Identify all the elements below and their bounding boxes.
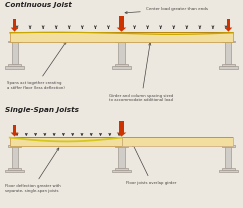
Text: Girder and column spacing sized
to accommodate additional load: Girder and column spacing sized to accom… (109, 43, 174, 102)
Bar (227, 19, 230, 27)
Bar (13, 125, 16, 132)
Bar (222, 168, 235, 170)
Polygon shape (11, 27, 18, 32)
Bar (10, 137, 122, 146)
Bar (115, 64, 128, 66)
Polygon shape (11, 132, 18, 136)
Bar (115, 168, 128, 170)
Bar (226, 42, 231, 64)
Polygon shape (117, 132, 126, 136)
Bar (5, 170, 24, 172)
Bar (12, 146, 18, 168)
Bar (222, 41, 235, 42)
Bar (219, 170, 238, 172)
Bar (13, 19, 16, 27)
Polygon shape (225, 27, 232, 32)
Bar (8, 145, 21, 147)
Bar (8, 64, 21, 66)
Bar (8, 168, 21, 170)
Bar (122, 137, 233, 146)
Bar (119, 42, 124, 64)
Polygon shape (117, 27, 126, 32)
Text: Spans act together creating
a stiffer floor (less deflection): Spans act together creating a stiffer fl… (7, 42, 66, 90)
Text: Center load greater than ends: Center load greater than ends (125, 7, 208, 14)
Text: Continuous Joist: Continuous Joist (5, 2, 72, 8)
Bar (222, 64, 235, 66)
Bar (115, 41, 128, 42)
Bar (12, 42, 18, 64)
Text: Floor joists overlap girder: Floor joists overlap girder (126, 144, 177, 185)
Bar (122, 137, 233, 138)
Bar (226, 146, 231, 168)
Bar (222, 145, 235, 147)
Bar (10, 137, 122, 138)
Bar (8, 41, 21, 42)
Text: Floor deflection greater with
separate, single-span joists: Floor deflection greater with separate, … (5, 148, 61, 193)
Bar (112, 170, 131, 172)
Text: Single-Span Joists: Single-Span Joists (5, 107, 79, 113)
Bar (115, 145, 128, 147)
Bar (119, 16, 124, 27)
Bar (119, 121, 124, 132)
Bar (219, 66, 238, 69)
Bar (5, 66, 24, 69)
Bar (112, 66, 131, 69)
Bar (10, 32, 233, 33)
Bar (119, 146, 124, 168)
Bar (10, 32, 233, 42)
